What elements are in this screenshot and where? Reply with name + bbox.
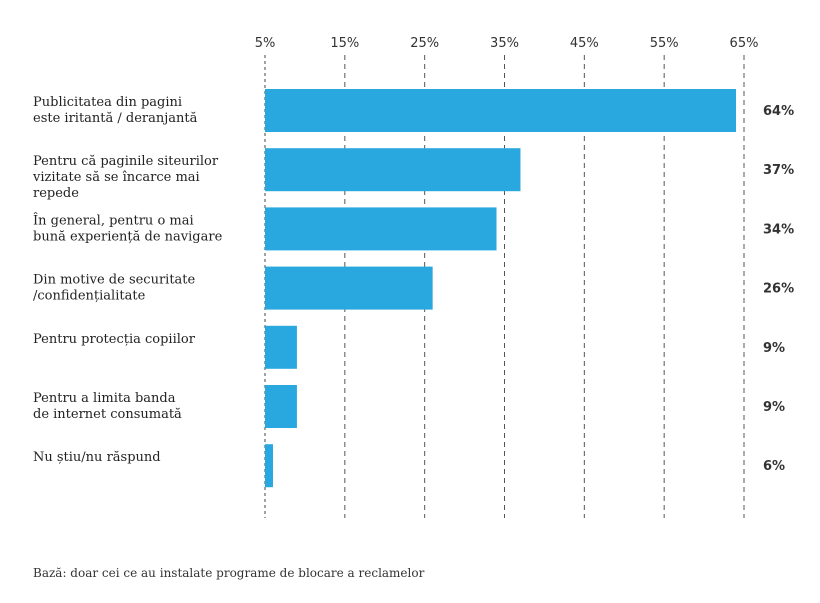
x-tick-label-55: 55%: [650, 36, 679, 51]
value-label-2: 37%: [763, 163, 794, 178]
bar-5: [265, 325, 297, 369]
value-label-5: 9%: [763, 341, 785, 356]
x-tick-label-5: 5%: [255, 36, 276, 51]
category-label-6: Pentru a limita banda de internet consuma…: [33, 391, 182, 422]
base-footnote: Bază: doar cei ce au instalate programe …: [33, 566, 425, 580]
value-label-6: 9%: [763, 400, 785, 415]
x-tick-label-15: 15%: [330, 36, 359, 51]
bar-1: [265, 89, 737, 132]
bar-6: [265, 385, 297, 428]
x-tick-label-25: 25%: [410, 36, 439, 51]
category-label-5: Pentru protecția copiilor: [33, 332, 196, 347]
bar-7: [265, 444, 273, 488]
value-label-7: 6%: [763, 459, 785, 474]
category-label-7: Nu știu/nu răspund: [33, 450, 161, 465]
bar-2: [265, 148, 521, 192]
value-label-1: 64%: [763, 104, 794, 119]
x-tick-label-45: 45%: [570, 36, 599, 51]
x-tick-label-35: 35%: [490, 36, 519, 51]
category-label-4: Din motive de securitate/confidențialita…: [33, 273, 196, 304]
category-label-3: În general, pentru o mai bună experiență …: [33, 212, 223, 244]
x-tick-label-65: 65%: [730, 36, 759, 51]
bar-4: [265, 266, 433, 310]
category-label-2: Pentru că paginile siteurilor vizitate să…: [32, 154, 219, 201]
value-label-4: 26%: [763, 282, 794, 297]
bar-3: [265, 207, 497, 251]
category-label-1: Publicitatea din pagini este iritantă / d…: [33, 95, 198, 126]
value-label-3: 34%: [763, 222, 794, 237]
